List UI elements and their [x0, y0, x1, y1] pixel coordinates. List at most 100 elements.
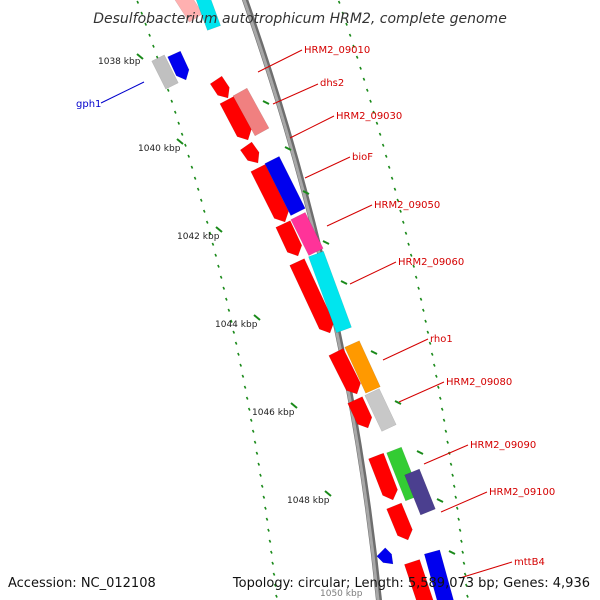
- cds-block-biof: [264, 156, 306, 216]
- cds-block-dhs2: [232, 87, 270, 137]
- outer-tick-dot: [463, 572, 467, 576]
- inner-tick-dot: [245, 396, 249, 400]
- connector-hrm2-09100: [440, 491, 488, 513]
- cds-arrow: [328, 348, 361, 395]
- gene-label-hrm2-09080[interactable]: HRM2_09080: [446, 377, 512, 388]
- tick-label-1050: 1050 kbp: [320, 589, 363, 599]
- outer-tick-dot: [437, 385, 440, 389]
- outer-tick-dot: [337, 0, 341, 4]
- outer-tick-dot: [440, 407, 444, 411]
- gene-label-hrm2-09050[interactable]: HRM2_09050: [374, 200, 440, 211]
- outer-tick-dot: [458, 528, 462, 532]
- outer-tick-dot: [454, 495, 458, 499]
- outer-tick-dot: [348, 33, 352, 37]
- inner-tick-dot: [267, 528, 270, 532]
- gene-label-hrm2-09090[interactable]: HRM2_09090: [470, 440, 536, 451]
- inner-tick-dot: [202, 209, 206, 213]
- outer-tick-dot: [432, 363, 436, 367]
- outer-tick-dot: [419, 297, 423, 301]
- gene-label-gph1[interactable]: gph1: [76, 99, 101, 110]
- inner-tick-dot: [148, 33, 151, 37]
- gene-label-mttb4[interactable]: mttB4: [514, 557, 545, 568]
- tick-label-1048: 1048 kbp: [287, 496, 330, 506]
- outer-tick-dot: [414, 275, 418, 279]
- outer-tick-dot: [435, 374, 438, 378]
- connector-gph1: [100, 81, 145, 104]
- cds-block-mttb4: [423, 549, 454, 600]
- cds-block-hrm2-09100: [404, 468, 436, 516]
- inner-tick-dot: [251, 429, 255, 433]
- inner-tick-dot: [219, 275, 223, 279]
- inner-tick-dot: [155, 55, 159, 59]
- gene-label-hrm2-09100[interactable]: HRM2_09100: [489, 487, 555, 498]
- outer-tick-dot: [381, 143, 385, 147]
- inner-tick-dot: [136, 0, 140, 4]
- inner-tick-dot: [255, 451, 259, 455]
- inner-tick-dot: [230, 319, 233, 323]
- outer-tick-dot: [465, 583, 468, 587]
- gene-label-biof[interactable]: bioF: [352, 152, 373, 163]
- cds-arrow: [250, 164, 289, 223]
- gene-label-rho1[interactable]: rho1: [430, 334, 453, 345]
- outer-tick-mark: [322, 240, 330, 245]
- inner-tick-dot: [140, 11, 144, 15]
- outer-tick-dot: [461, 550, 465, 554]
- outer-tick-dot: [359, 66, 362, 70]
- tick-label-1046: 1046 kbp: [252, 408, 295, 418]
- outer-tick-dot: [341, 11, 345, 15]
- outer-tick-dot: [372, 110, 376, 114]
- outer-tick-dot: [369, 99, 372, 103]
- inner-tick-dot: [144, 22, 148, 26]
- outer-tick-dot: [444, 429, 448, 433]
- outer-tick-dot: [451, 473, 454, 477]
- inner-tick-dot: [180, 132, 184, 136]
- inner-tick-dot: [260, 484, 264, 488]
- cds-arrow: [275, 220, 303, 257]
- cds-block-gph1-neighbor: [151, 54, 179, 90]
- gene-label-dhs2[interactable]: dhs2: [320, 78, 344, 89]
- outer-tick-dot: [375, 121, 379, 125]
- inner-tick-dot: [225, 297, 228, 301]
- inner-tick-dot: [193, 176, 197, 180]
- cds-arrow: [239, 141, 260, 164]
- outer-tick-dot: [460, 539, 463, 543]
- inner-tick-dot: [184, 143, 187, 147]
- outer-tick-dot: [455, 506, 459, 510]
- inner-tick-dot: [152, 44, 155, 48]
- inner-tick-dot: [257, 462, 261, 466]
- inner-tick-dot: [270, 550, 273, 554]
- major-tick-mark: [215, 226, 223, 233]
- outer-tick-mark: [436, 498, 444, 503]
- inner-tick-dot: [205, 220, 209, 224]
- inner-tick-dot: [272, 572, 276, 576]
- cds-block-hrm2-09060: [308, 250, 352, 334]
- inner-tick-dot: [259, 473, 262, 477]
- outer-tick-dot: [404, 231, 408, 235]
- inner-tick-dot: [177, 121, 181, 125]
- outer-tick-dot: [396, 198, 400, 202]
- gene-label-hrm2-09010[interactable]: HRM2_09010: [304, 45, 370, 56]
- outer-tick-dot: [390, 176, 394, 180]
- outer-tick-dot: [446, 440, 449, 444]
- outer-tick-dot: [422, 308, 425, 312]
- inner-tick-dot: [273, 583, 277, 587]
- inner-tick-dot: [268, 539, 272, 543]
- inner-tick-dot: [217, 264, 220, 268]
- outer-tick-dot: [412, 264, 416, 268]
- outer-tick-dot: [457, 517, 461, 521]
- connector-hrm2-09090: [423, 444, 469, 465]
- inner-tick-dot: [253, 440, 257, 444]
- cds-block-rho1: [344, 340, 381, 394]
- cds-small-arrow: [376, 547, 394, 565]
- outer-tick-dot: [462, 561, 466, 565]
- inner-tick-dot: [208, 231, 212, 235]
- gene-label-hrm2-09030[interactable]: HRM2_09030: [336, 111, 402, 122]
- inner-tick-dot: [239, 363, 243, 367]
- connector-hrm2-09030: [289, 115, 335, 139]
- inner-tick-dot: [243, 385, 247, 389]
- inner-tick-dot: [241, 374, 245, 378]
- outer-tick-dot: [407, 242, 410, 246]
- connector-rho1: [382, 338, 429, 361]
- gene-label-hrm2-09060[interactable]: HRM2_09060: [398, 257, 464, 268]
- inner-tick-dot: [247, 407, 251, 411]
